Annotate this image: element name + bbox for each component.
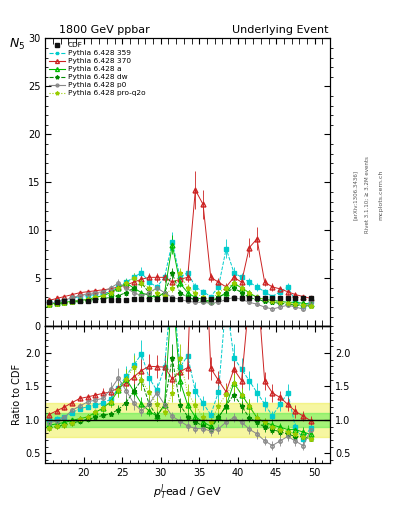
CDF bbox=[170, 296, 174, 302]
Y-axis label: $N_5$: $N_5$ bbox=[9, 36, 25, 52]
CDF bbox=[293, 295, 298, 301]
CDF bbox=[178, 296, 182, 302]
Text: 1800 GeV ppbar: 1800 GeV ppbar bbox=[59, 25, 150, 35]
Text: [arXiv:1306.3436]: [arXiv:1306.3436] bbox=[353, 169, 358, 220]
CDF bbox=[101, 297, 105, 303]
CDF bbox=[162, 296, 167, 302]
CDF bbox=[231, 295, 236, 302]
CDF bbox=[309, 295, 313, 301]
CDF bbox=[93, 297, 97, 304]
Y-axis label: Ratio to CDF: Ratio to CDF bbox=[12, 364, 22, 425]
CDF bbox=[278, 295, 283, 302]
Text: Underlying Event: Underlying Event bbox=[231, 25, 328, 35]
CDF bbox=[193, 295, 198, 302]
CDF bbox=[116, 296, 121, 303]
CDF bbox=[285, 295, 290, 302]
CDF bbox=[270, 295, 275, 302]
Text: mcplots.cern.ch: mcplots.cern.ch bbox=[379, 169, 384, 220]
CDF bbox=[139, 296, 144, 302]
CDF bbox=[301, 295, 305, 301]
CDF bbox=[247, 295, 252, 302]
CDF bbox=[54, 298, 59, 305]
CDF bbox=[216, 295, 221, 302]
CDF bbox=[255, 295, 259, 302]
CDF bbox=[224, 295, 228, 302]
CDF bbox=[208, 295, 213, 302]
CDF bbox=[185, 296, 190, 302]
CDF bbox=[201, 295, 206, 302]
CDF bbox=[70, 298, 75, 304]
CDF bbox=[108, 297, 113, 303]
CDF bbox=[147, 296, 152, 302]
CDF bbox=[77, 298, 82, 304]
CDF bbox=[239, 295, 244, 302]
CDF bbox=[85, 297, 90, 304]
CDF bbox=[262, 295, 267, 302]
Line: CDF: CDF bbox=[47, 295, 313, 305]
CDF bbox=[131, 296, 136, 303]
CDF bbox=[62, 298, 67, 305]
CDF bbox=[124, 296, 129, 303]
X-axis label: $p_T^l$ead / GeV: $p_T^l$ead / GeV bbox=[153, 482, 222, 502]
Legend: CDF, Pythia 6.428 359, Pythia 6.428 370, Pythia 6.428 a, Pythia 6.428 dw, Pythia: CDF, Pythia 6.428 359, Pythia 6.428 370,… bbox=[48, 40, 147, 98]
Text: Rivet 3.1.10; ≥ 3.2M events: Rivet 3.1.10; ≥ 3.2M events bbox=[365, 156, 370, 233]
CDF bbox=[47, 299, 51, 305]
CDF bbox=[154, 296, 159, 302]
